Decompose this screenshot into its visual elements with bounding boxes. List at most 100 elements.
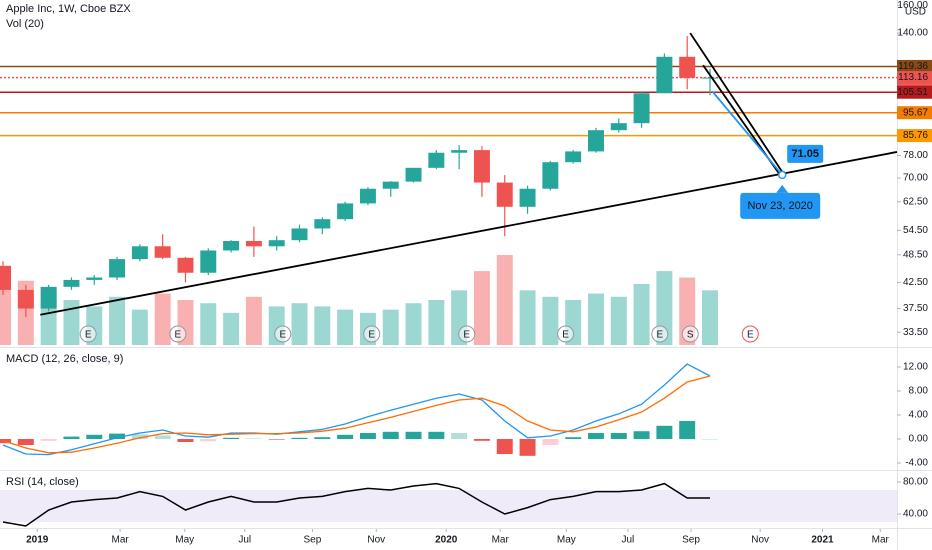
- candle-body: [359, 188, 376, 204]
- event-label: E: [656, 330, 663, 341]
- event-marker: [458, 325, 476, 343]
- rsi-title: RSI (14, close): [6, 476, 79, 488]
- candle-body: [200, 250, 217, 273]
- histogram-bar: [154, 435, 171, 440]
- volume-bar: [223, 312, 240, 345]
- y-tick-label: 42.50: [903, 277, 928, 288]
- volume-bar: [542, 296, 559, 345]
- histogram-bar: [63, 436, 80, 440]
- volume-title: Vol (20): [6, 18, 44, 30]
- trend-line: [689, 32, 783, 173]
- y-tick-label: 40.00: [903, 509, 928, 520]
- histogram-bar: [314, 437, 331, 440]
- level-label-box: [897, 129, 932, 143]
- volume-bar: [702, 290, 718, 345]
- candle-body: [0, 265, 12, 290]
- projection-point: [777, 170, 787, 180]
- rsi-line: [2, 482, 710, 527]
- histogram-bar: [496, 439, 513, 455]
- x-tick-label: Sep: [682, 535, 700, 546]
- candle-body: [154, 246, 171, 258]
- currency: USD: [905, 7, 926, 18]
- y-tick-label: 37.50: [903, 303, 928, 314]
- y-tick-label: 140.00: [897, 28, 928, 39]
- volume-bar: [405, 303, 422, 345]
- histogram-bar: [633, 431, 650, 440]
- x-tick-label: 2020: [435, 535, 458, 546]
- event-label: E: [368, 330, 375, 341]
- candle-body: [268, 240, 285, 247]
- event-label: E: [747, 330, 754, 341]
- event-label: E: [175, 330, 182, 341]
- level-label-box: [897, 106, 932, 120]
- projection-pointer: [776, 184, 789, 193]
- volume-bar: [291, 303, 308, 345]
- projection-price-box: [787, 144, 824, 163]
- histogram-bar: [405, 431, 422, 440]
- level-label: 85.76: [903, 130, 928, 141]
- histogram-bar: [610, 433, 627, 440]
- candle-body: [40, 286, 57, 309]
- background-layer: [0, 255, 897, 522]
- projection-date: Nov 23, 2020: [747, 200, 812, 212]
- event-label: E: [463, 330, 470, 341]
- histogram-bar: [382, 431, 399, 440]
- histogram-bar: [359, 433, 376, 440]
- candle-body: [337, 203, 354, 220]
- y-tick-label: 78.00: [903, 150, 928, 161]
- histogram-bar: [656, 425, 673, 440]
- volume-bar: [63, 300, 80, 345]
- event-label: E: [279, 330, 286, 341]
- volume-bar: [131, 309, 148, 345]
- event-marker: [79, 325, 97, 343]
- y-tick-label: 80.00: [903, 477, 928, 488]
- x-tick-label: Nov: [367, 535, 385, 546]
- event-marker: [274, 325, 292, 343]
- volume-bar: [337, 309, 354, 345]
- event-marker: [169, 325, 187, 343]
- x-tick-label: May: [175, 535, 194, 546]
- candle-body: [86, 277, 103, 280]
- volume-bar: [382, 309, 399, 345]
- level-label-box: [897, 85, 932, 99]
- level-label-box: [897, 71, 932, 85]
- histogram-bar: [451, 433, 468, 440]
- volume-bar: [587, 293, 604, 345]
- volume-bar: [633, 283, 650, 345]
- histogram-bar: [679, 421, 696, 440]
- macd-title: MACD (12, 26, close, 9): [6, 353, 123, 365]
- histogram-bar: [542, 439, 559, 446]
- trend-line: [711, 90, 783, 176]
- histogram-bar: [86, 434, 103, 440]
- volume-bar: [519, 290, 536, 345]
- macd-line: [2, 363, 711, 456]
- x-tick-label: 2021: [811, 535, 834, 546]
- histogram-bar: [337, 434, 354, 440]
- y-tick-label: 8.00: [909, 386, 929, 397]
- y-tick-label: 54.50: [903, 225, 928, 236]
- x-tick-label: Mar: [111, 535, 129, 546]
- volume-bar: [496, 255, 513, 345]
- volume-bar: [245, 296, 262, 345]
- event-marker: [557, 325, 575, 343]
- histogram-bar: [428, 431, 445, 440]
- candle-body: [245, 240, 262, 247]
- trend-line: [40, 151, 898, 316]
- candle-body: [565, 151, 582, 163]
- candle-body: [131, 246, 148, 260]
- x-tick-label: 2019: [26, 535, 49, 546]
- y-tick-label: 48.50: [903, 249, 928, 260]
- y-tick-label: 12.00: [903, 362, 928, 373]
- y-tick-label: 62.50: [903, 196, 928, 207]
- x-tick-label: May: [557, 535, 576, 546]
- x-tick-label: Jul: [238, 535, 251, 546]
- candle-body: [633, 93, 650, 124]
- histogram-bar: [131, 434, 148, 440]
- event-label: E: [562, 330, 569, 341]
- y-tick-label: 33.50: [903, 327, 928, 338]
- histogram-bar: [177, 439, 194, 443]
- candle-body: [473, 150, 490, 183]
- histogram-bar: [268, 439, 285, 440]
- volume-bar: [428, 300, 445, 345]
- histogram-bar: [473, 439, 490, 441]
